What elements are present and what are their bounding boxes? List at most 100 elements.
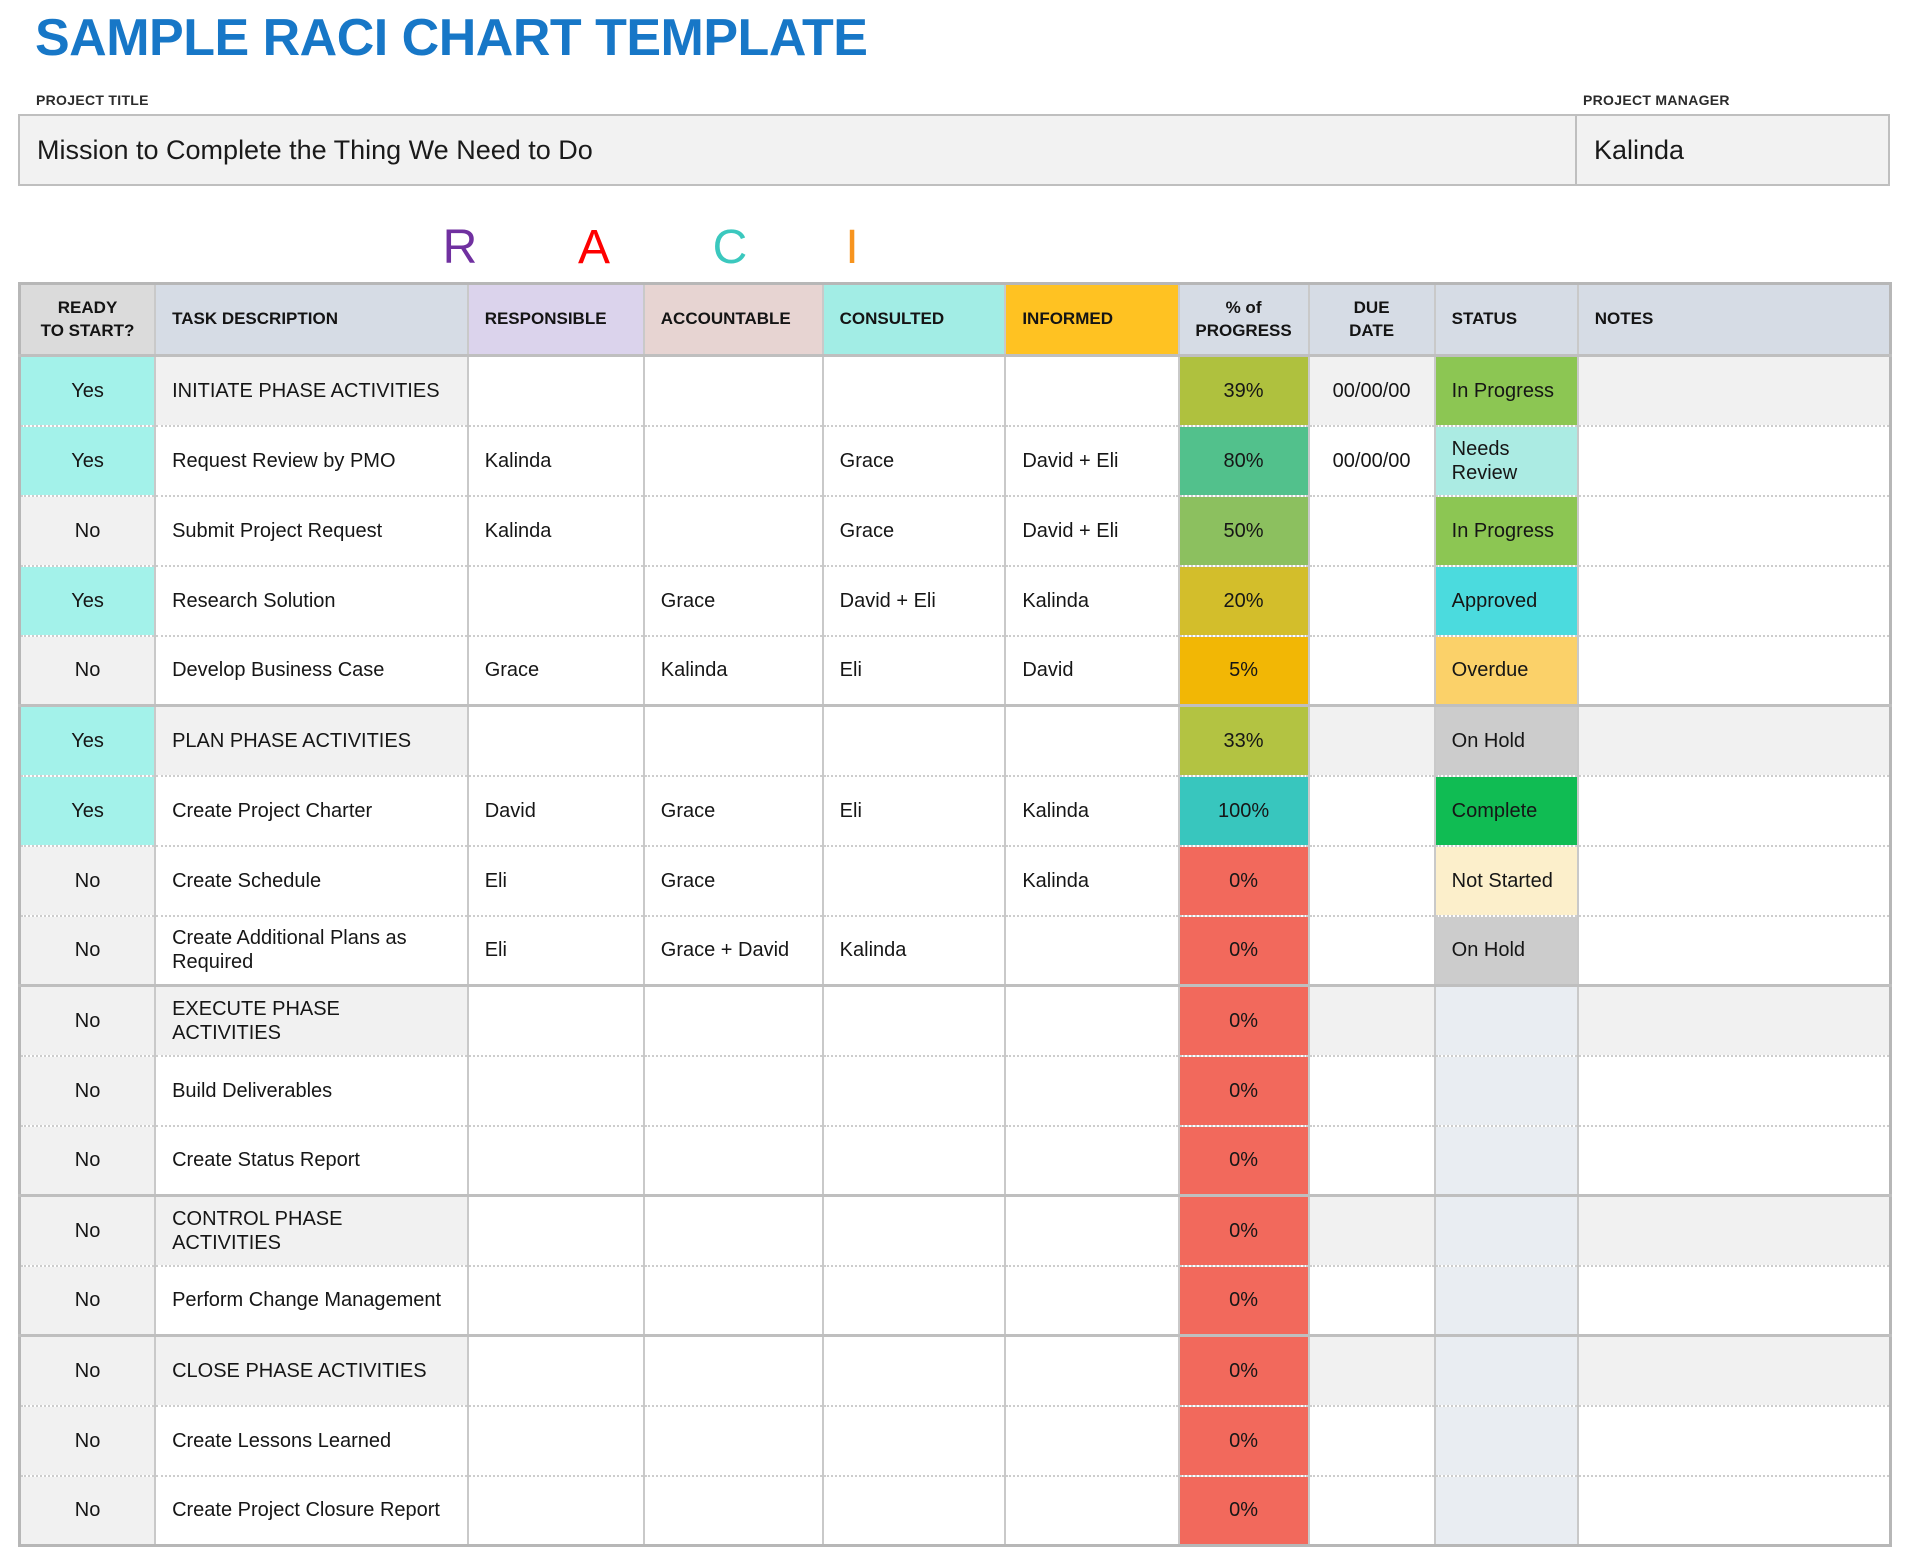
cell-consulted[interactable] [821, 1404, 1006, 1476]
cell-notes[interactable] [1576, 634, 1891, 706]
cell-progress[interactable]: 100% [1177, 774, 1309, 846]
cell-ready[interactable]: Yes [18, 704, 156, 776]
cell-notes[interactable] [1576, 1124, 1891, 1196]
cell-due[interactable] [1307, 704, 1435, 776]
cell-status[interactable] [1433, 1404, 1578, 1476]
cell-due[interactable] [1307, 1474, 1435, 1546]
cell-accountable[interactable] [642, 494, 823, 566]
cell-due[interactable] [1307, 774, 1435, 846]
cell-due[interactable] [1307, 1334, 1435, 1406]
cell-progress[interactable]: 0% [1177, 844, 1309, 916]
cell-informed[interactable]: Kalinda [1004, 774, 1179, 846]
cell-ready[interactable]: No [18, 494, 156, 566]
cell-responsible[interactable] [466, 984, 644, 1056]
cell-informed[interactable]: David [1004, 634, 1179, 706]
cell-informed[interactable] [1004, 984, 1179, 1056]
cell-due[interactable]: 00/00/00 [1307, 354, 1435, 426]
cell-status[interactable] [1433, 984, 1578, 1056]
cell-notes[interactable] [1576, 844, 1891, 916]
cell-accountable[interactable] [642, 424, 823, 496]
cell-responsible[interactable] [466, 354, 644, 426]
cell-ready[interactable]: Yes [18, 424, 156, 496]
cell-responsible[interactable]: Grace [466, 634, 644, 706]
cell-task[interactable]: Submit Project Request [154, 494, 468, 566]
cell-status[interactable]: Needs Review [1433, 424, 1578, 496]
cell-progress[interactable]: 0% [1177, 914, 1309, 986]
cell-progress[interactable]: 33% [1177, 704, 1309, 776]
cell-accountable[interactable] [642, 1194, 823, 1266]
cell-notes[interactable] [1576, 1334, 1891, 1406]
cell-status[interactable]: Not Started [1433, 844, 1578, 916]
cell-accountable[interactable] [642, 704, 823, 776]
cell-ready[interactable]: No [18, 1054, 156, 1126]
cell-progress[interactable]: 0% [1177, 1404, 1309, 1476]
cell-informed[interactable] [1004, 354, 1179, 426]
cell-status[interactable]: On Hold [1433, 704, 1578, 776]
cell-responsible[interactable]: David [466, 774, 644, 846]
cell-task[interactable]: Create Schedule [154, 844, 468, 916]
cell-due[interactable] [1307, 1054, 1435, 1126]
cell-informed[interactable]: Kalinda [1004, 564, 1179, 636]
cell-responsible[interactable]: Kalinda [466, 494, 644, 566]
cell-responsible[interactable] [466, 564, 644, 636]
cell-responsible[interactable] [466, 1054, 644, 1126]
cell-progress[interactable]: 0% [1177, 1124, 1309, 1196]
cell-responsible[interactable]: Kalinda [466, 424, 644, 496]
cell-progress[interactable]: 0% [1177, 1334, 1309, 1406]
cell-notes[interactable] [1576, 564, 1891, 636]
cell-responsible[interactable]: Eli [466, 914, 644, 986]
cell-task[interactable]: Create Status Report [154, 1124, 468, 1196]
cell-due[interactable] [1307, 1194, 1435, 1266]
cell-ready[interactable]: Yes [18, 774, 156, 846]
cell-ready[interactable]: No [18, 1194, 156, 1266]
cell-status[interactable] [1433, 1054, 1578, 1126]
cell-responsible[interactable] [466, 1404, 644, 1476]
cell-notes[interactable] [1576, 1264, 1891, 1336]
cell-status[interactable] [1433, 1474, 1578, 1546]
cell-consulted[interactable]: Grace [821, 424, 1006, 496]
cell-accountable[interactable] [642, 1474, 823, 1546]
cell-task[interactable]: Request Review by PMO [154, 424, 468, 496]
cell-consulted[interactable] [821, 1334, 1006, 1406]
cell-consulted[interactable] [821, 704, 1006, 776]
cell-notes[interactable] [1576, 704, 1891, 776]
cell-accountable[interactable]: Kalinda [642, 634, 823, 706]
cell-informed[interactable] [1004, 1334, 1179, 1406]
cell-notes[interactable] [1576, 984, 1891, 1056]
cell-status[interactable]: Approved [1433, 564, 1578, 636]
cell-accountable[interactable] [642, 1264, 823, 1336]
cell-accountable[interactable] [642, 1334, 823, 1406]
cell-informed[interactable] [1004, 1404, 1179, 1476]
cell-status[interactable]: Complete [1433, 774, 1578, 846]
cell-status[interactable] [1433, 1334, 1578, 1406]
cell-responsible[interactable] [466, 1334, 644, 1406]
cell-accountable[interactable]: Grace + David [642, 914, 823, 986]
cell-due[interactable] [1307, 1124, 1435, 1196]
cell-responsible[interactable]: Eli [466, 844, 644, 916]
cell-progress[interactable]: 0% [1177, 1264, 1309, 1336]
cell-ready[interactable]: No [18, 844, 156, 916]
cell-informed[interactable]: David + Eli [1004, 494, 1179, 566]
cell-accountable[interactable]: Grace [642, 844, 823, 916]
cell-status[interactable]: In Progress [1433, 494, 1578, 566]
cell-due[interactable] [1307, 564, 1435, 636]
cell-ready[interactable]: Yes [18, 564, 156, 636]
cell-ready[interactable]: No [18, 634, 156, 706]
cell-notes[interactable] [1576, 1194, 1891, 1266]
cell-consulted[interactable] [821, 1474, 1006, 1546]
cell-notes[interactable] [1576, 1054, 1891, 1126]
cell-informed[interactable] [1004, 1194, 1179, 1266]
cell-informed[interactable]: David + Eli [1004, 424, 1179, 496]
cell-progress[interactable]: 5% [1177, 634, 1309, 706]
project-title-field[interactable]: Mission to Complete the Thing We Need to… [18, 114, 1577, 186]
cell-task[interactable]: Develop Business Case [154, 634, 468, 706]
cell-accountable[interactable]: Grace [642, 564, 823, 636]
cell-task[interactable]: Create Lessons Learned [154, 1404, 468, 1476]
cell-progress[interactable]: 80% [1177, 424, 1309, 496]
cell-notes[interactable] [1576, 1474, 1891, 1546]
cell-accountable[interactable] [642, 984, 823, 1056]
cell-notes[interactable] [1576, 1404, 1891, 1476]
cell-responsible[interactable] [466, 1194, 644, 1266]
cell-consulted[interactable] [821, 984, 1006, 1056]
cell-status[interactable] [1433, 1264, 1578, 1336]
